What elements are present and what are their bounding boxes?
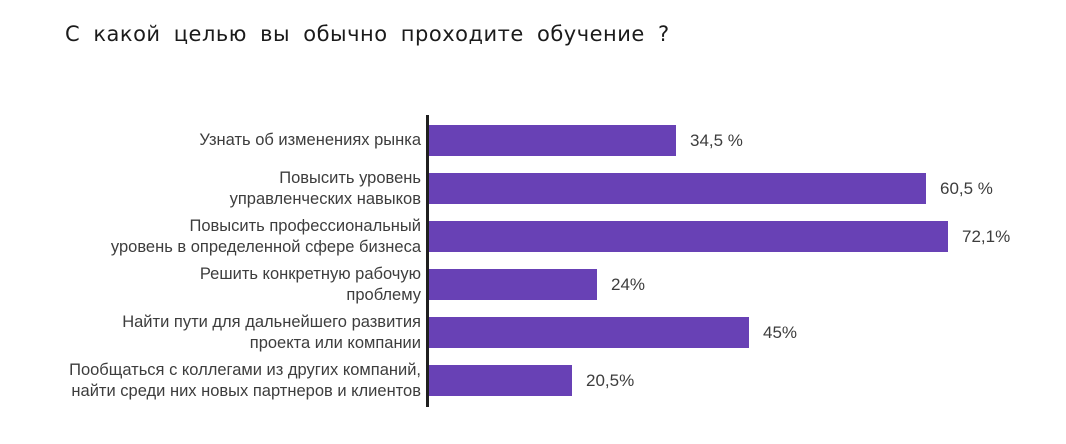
bar-row: Узнать об изменениях рынка 34,5 % [0,125,1066,156]
bar [429,173,926,204]
bar-row: Найти пути для дальнейшего развития проек… [0,313,1066,352]
bar-row: Пообщаться с коллегами из других компани… [0,361,1066,400]
bar-area: 45% [429,317,797,348]
category-label: Пообщаться с коллегами из других компани… [69,360,421,400]
value-label: 60,5 % [940,178,993,198]
bar-area: 60,5 % [429,173,993,204]
bar [429,317,749,348]
bar-row: Повысить профессиональный уровень в опред… [0,217,1066,256]
bar-area: 34,5 % [429,125,743,156]
category-label: Решить конкретную рабочую проблему [199,264,421,304]
bar-row: Решить конкретную рабочую проблему 24% [0,265,1066,304]
bar-area: 72,1% [429,221,1010,252]
bar-row: Повысить уровень управленческих навыков 6… [0,169,1066,208]
category-label: Найти пути для дальнейшего развития проек… [122,312,421,352]
category-label: Узнать об изменениях рынка [199,131,421,149]
bar-area: 24% [429,269,645,300]
value-label: 45% [763,322,798,342]
value-label: 20,5% [586,370,635,390]
value-label: 72,1% [962,226,1011,246]
value-label: 24% [611,274,646,294]
bar-rows: Узнать об изменениях рынка 34,5 % Повыси… [0,125,1066,413]
value-label: 34,5 % [690,130,743,150]
bar [429,269,597,300]
category-label: Повысить уровень управленческих навыков [229,168,421,208]
y-axis-line [426,115,429,407]
bar [429,221,948,252]
bar-area: 20,5% [429,365,634,396]
bar [429,365,572,396]
bar [429,125,676,156]
category-label: Повысить профессиональный уровень в опред… [110,216,421,256]
chart-title: С какой целью вы обычно проходите обучен… [65,22,670,46]
